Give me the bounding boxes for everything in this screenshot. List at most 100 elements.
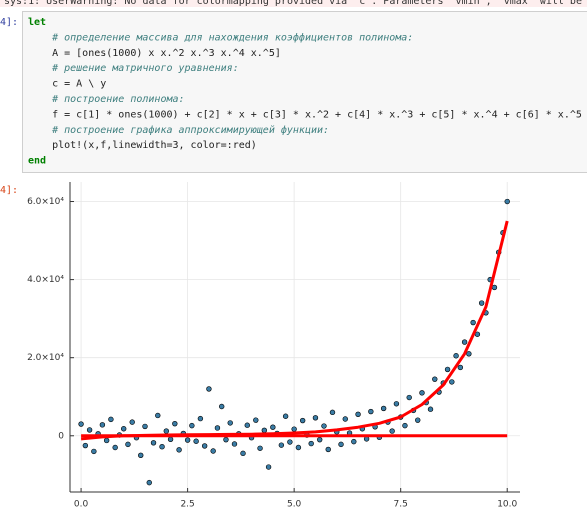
scatter-point — [253, 417, 259, 423]
scatter-point — [125, 441, 131, 448]
scatter-point — [351, 438, 357, 445]
scatter-point — [466, 351, 472, 357]
code-line: end — [28, 156, 46, 167]
input-prompt: 4]: — [0, 17, 18, 28]
scatter-point — [325, 446, 331, 453]
scatter-point — [317, 436, 323, 443]
scatter-point — [193, 438, 199, 444]
scatter-point — [389, 428, 395, 434]
scatter-point — [138, 452, 144, 458]
scatter-point — [321, 423, 327, 429]
scatter-point — [402, 422, 408, 429]
x-tick-label: 0.0 — [74, 500, 89, 510]
scatter-point — [406, 394, 412, 401]
scatter-point — [312, 415, 319, 421]
x-tick-label: 10.0 — [497, 500, 517, 510]
scatter-point — [329, 409, 336, 416]
plot: 0.0 2.5 5.0 7.5 10.0 0 2.0×10⁴ 4.0×10⁴ 6.0×10⁴ — [27, 182, 520, 510]
scatter-point — [415, 417, 421, 423]
scatter-point — [453, 353, 459, 359]
scatter-point — [282, 413, 289, 419]
scatter-point — [432, 376, 438, 382]
code-line: A = [ones(1000) x x.^2 x.^3 x.^4 x.^5] — [28, 48, 281, 59]
scatter-point — [223, 436, 229, 443]
scatter-point — [150, 440, 157, 446]
scatter-point — [427, 406, 434, 412]
scatter-point — [167, 436, 174, 442]
code-lines: let # определение массива для нахождения… — [28, 17, 582, 167]
scatter-point — [103, 437, 110, 444]
x-tick-label: 7.5 — [394, 500, 408, 510]
code-comment: # построение полинома: — [28, 94, 185, 105]
scatter-point — [206, 386, 212, 392]
scatter-point — [99, 422, 106, 428]
code-comment: # решение матричного уравнения: — [28, 63, 239, 74]
scatter-point — [142, 423, 148, 430]
scatter-point — [308, 440, 314, 447]
scatter-point — [231, 441, 238, 447]
scatter-point — [189, 422, 195, 429]
scatter-point — [257, 445, 263, 451]
scatter-point — [338, 441, 344, 448]
scatter-point — [380, 405, 387, 412]
fit-line — [80, 220, 509, 441]
scatter-point — [299, 417, 306, 424]
scatter-point — [270, 424, 276, 430]
scatter-point — [91, 448, 97, 455]
output-prompt: 4]: — [0, 185, 18, 196]
scatter-point — [112, 444, 118, 451]
scatter-point — [172, 420, 178, 427]
scatter-point — [444, 366, 451, 373]
scatter-point — [155, 412, 161, 419]
scatter-point — [491, 284, 498, 291]
y-tick-label: 6.0×10⁴ — [27, 197, 64, 207]
code-line: c = A \ y — [28, 79, 106, 90]
y-tick-label: 4.0×10⁴ — [27, 275, 64, 285]
scatter-point — [393, 401, 400, 407]
scatter-point — [108, 416, 114, 423]
scatter-point — [120, 426, 127, 432]
scatter-point — [261, 427, 268, 434]
scatter-point — [227, 420, 233, 426]
scatter-point — [184, 437, 191, 443]
code-line: let — [28, 17, 46, 28]
scatter-point — [214, 425, 221, 431]
scatter-point — [295, 444, 302, 451]
scatter-point — [146, 479, 152, 486]
scatter-point — [159, 444, 165, 450]
code-comment: # определение массива для нахождения коэ… — [28, 31, 413, 43]
scatter-point — [287, 439, 293, 445]
code-cell[interactable] — [22, 11, 587, 173]
x-tick-label: 5.0 — [287, 500, 302, 510]
scatter-point — [163, 428, 170, 434]
x-tick-label: 2.5 — [180, 500, 194, 510]
scatter-point — [201, 443, 208, 449]
scatter-point — [278, 442, 285, 448]
scatter-point — [129, 419, 135, 425]
scatter-point — [78, 421, 84, 427]
scatter-point — [240, 450, 246, 457]
scatter-point — [219, 403, 225, 410]
scatter-point — [419, 390, 425, 396]
scatter-point — [368, 408, 374, 415]
scatter-point — [470, 319, 476, 326]
y-tick-label: 2.0×10⁴ — [27, 353, 64, 363]
scatter-point — [504, 198, 510, 205]
code-comment: # построение графика аппроксимирующей фу… — [28, 124, 329, 136]
scatter-point — [86, 427, 93, 433]
scatter-point — [82, 442, 89, 449]
scatter-point — [461, 339, 468, 345]
scatter-point — [197, 415, 204, 422]
scatter-point — [265, 464, 272, 470]
code-line: plot!(x,f,linewidth=3, color=:red) — [28, 140, 257, 151]
code-line: f = c[1] * ones(1000) + c[2] * x + c[3] … — [28, 109, 582, 120]
scatter-point — [210, 448, 216, 454]
scatter-point — [291, 426, 297, 432]
y-tick-label: 0 — [58, 431, 64, 441]
warning-text: sys:1: UserWarning: No data for colormap… — [4, 0, 587, 7]
scatter-point — [244, 422, 250, 428]
scatter-point — [457, 364, 464, 371]
data-marks — [78, 198, 510, 486]
